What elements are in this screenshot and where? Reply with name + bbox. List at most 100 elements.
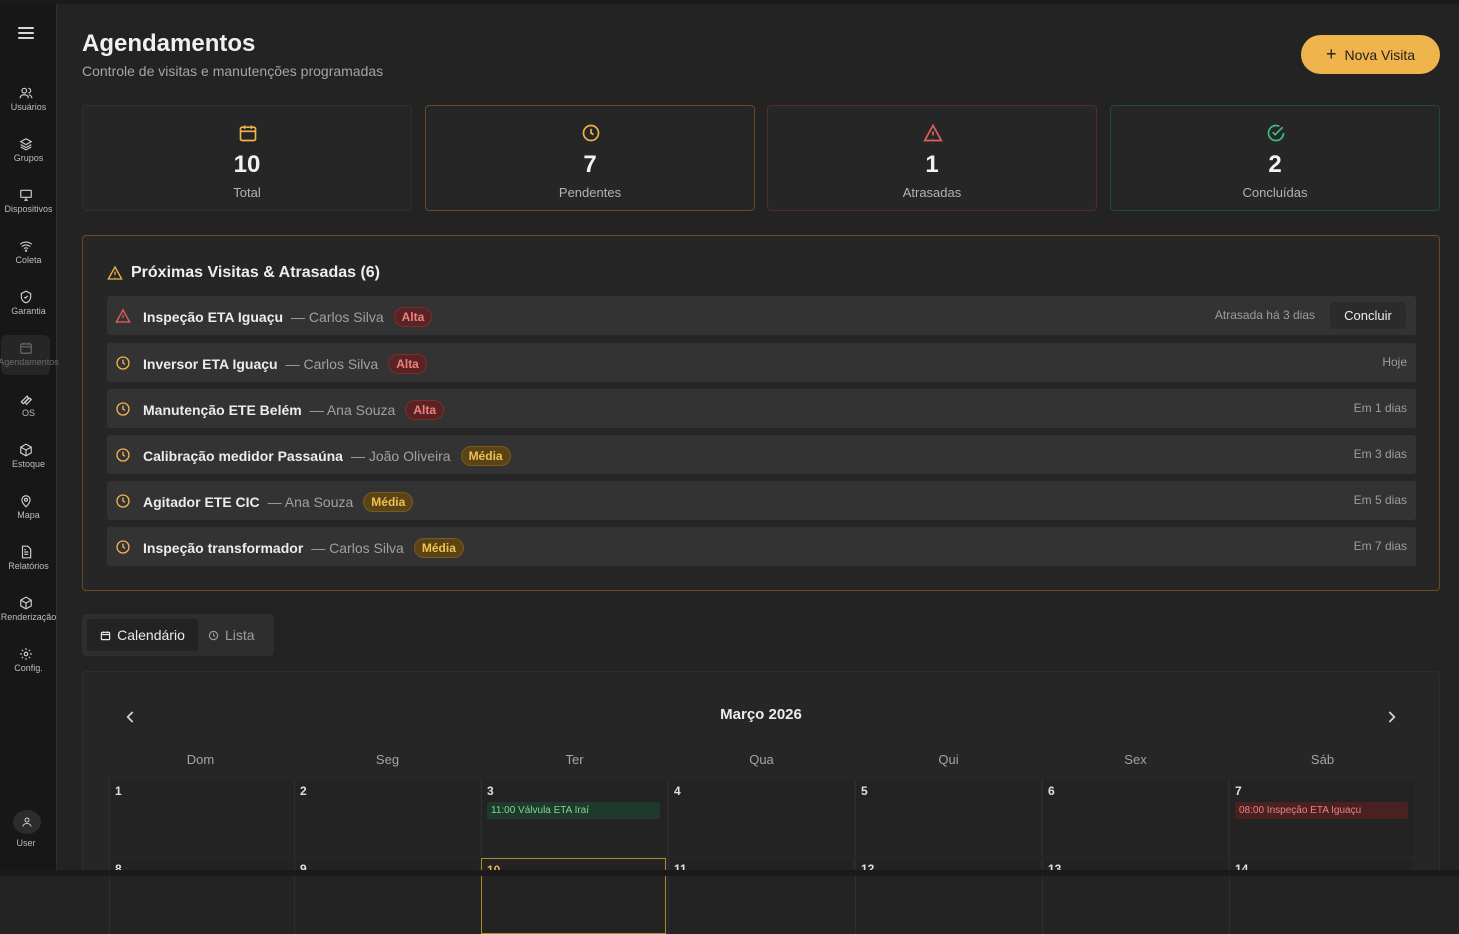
sidebar-item-config[interactable]: Config. [0,641,57,692]
clock-icon [208,630,219,640]
stat-value: 2 [1268,151,1282,178]
calendar-event[interactable]: 08:00 Inspeção ETA Iguaçu [1235,802,1408,819]
panel-title: Próximas Visitas & Atrasadas (6) [131,264,381,281]
weekday-header: Sex [1124,752,1147,767]
stat-label: Concluídas [1242,185,1308,200]
new-visit-label: Nova Visita [1344,46,1416,63]
sidebar-item-usuarios[interactable]: Usuários [0,80,57,131]
warning-icon [923,123,943,142]
day-number: 2 [300,784,307,798]
tab-calendar[interactable]: Calendário [87,619,198,651]
visit-technician: — Carlos Silva [311,540,404,556]
sidebar-item-label: OS [21,408,35,418]
clock-icon [116,402,130,416]
new-visit-button[interactable]: + Nova Visita [1301,35,1440,74]
monitor-icon [20,189,32,201]
day-number: 8 [115,862,122,876]
calendar-day[interactable]: 6 [1042,780,1227,856]
visit-name-line: Inspeção transformador — Carlos Silva Médi… [143,538,464,558]
visit-name: Inspeção transformador [143,540,304,556]
visit-due: Em 5 dias [1353,493,1407,507]
clock-icon [116,356,130,370]
sidebar-item-os[interactable]: OS [0,386,57,437]
visit-due: Em 1 dias [1353,401,1407,415]
tab-list[interactable]: Lista [208,619,268,651]
window-bottom-border [0,870,1459,876]
stat-label: Pendentes [558,185,622,200]
clock-icon [116,494,130,508]
clock-icon [582,124,600,142]
sidebar-item-label: Grupos [13,153,44,163]
sidebar-item-label: Agendamentos [0,357,59,367]
visit-due: Em 3 dias [1353,447,1407,461]
stat-label: Atrasadas [902,185,962,200]
stat-label: Total [233,185,261,200]
visit-name: Agitador ETE CIC [143,494,260,510]
sidebar-item-relatorios[interactable]: Relatórios [0,539,57,590]
sidebar-item-grupos[interactable]: Grupos [0,131,57,182]
weekday-header: Ter [565,752,584,767]
wrench-icon [20,395,33,406]
visit-row[interactable]: Inversor ETA Iguaçu — Carlos Silva Alta Ho… [107,343,1416,382]
calendar-day[interactable]: 2 [294,780,479,856]
sidebar-item-label: Garantia [11,306,46,316]
warning-icon [115,308,131,323]
weekday-header: Dom [186,752,215,767]
active-highlight [1,335,50,375]
sidebar-item-estoque[interactable]: Estoque [0,437,57,488]
visit-row[interactable]: Inspeção ETA Iguaçu — Carlos Silva Alta At… [107,296,1416,335]
weekday-header: Sáb [1310,752,1335,767]
calendar-day[interactable]: 1 [109,780,294,856]
clock-icon [116,540,130,554]
calendar-day[interactable]: 4 [668,780,853,856]
visit-row[interactable]: Manutenção ETE Belém — Ana Souza Alta Em 1… [107,389,1416,428]
stat-card-pendentes[interactable]: 7 Pendentes [425,105,755,211]
sidebar-item-label: Relatórios [8,561,49,571]
page-title: Agendamentos [82,30,256,57]
gear-icon [20,648,32,660]
stat-card-total: 10 Total [82,105,412,211]
visit-name: Inversor ETA Iguaçu [143,356,278,372]
sidebar: Usuários Grupos Dispositivos Coleta Gara… [0,4,59,876]
sidebar-item-coleta[interactable]: Coleta [0,233,57,284]
visit-due: Atrasada há 3 dias [1214,308,1315,322]
visit-row[interactable]: Calibração medidor Passaúna — João Olivei… [107,435,1416,474]
chevron-left-icon[interactable] [121,707,141,727]
sidebar-item-label: Dispositivos [4,204,53,214]
users-icon [19,87,33,99]
visit-row[interactable]: Agitador ETE CIC — Ana Souza Média Em 5 di… [107,481,1416,520]
calendar-icon [20,342,32,354]
day-number: 7 [1235,784,1242,798]
stat-card-atrasadas[interactable]: 1 Atrasadas [767,105,1097,211]
visit-name: Calibração medidor Passaúna [143,448,343,464]
avatar[interactable] [13,810,41,834]
visit-row[interactable]: Inspeção transformador — Carlos Silva Médi… [107,527,1416,566]
weekday-header: Seg [375,752,400,767]
calendar-day[interactable]: 7 08:00 Inspeção ETA Iguaçu [1229,780,1414,856]
sidebar-item-mapa[interactable]: Mapa [0,488,57,539]
visit-name-line: Agitador ETE CIC — Ana Souza Média [143,492,414,512]
visit-due: Hoje [1382,355,1407,369]
visit-technician: — João Oliveira [350,448,451,464]
stat-value: 1 [925,151,939,178]
menu-icon[interactable] [16,24,36,40]
calendar-day[interactable]: 3 11:00 Válvula ETA Iraí [481,780,666,856]
box-icon [20,443,32,457]
calendar-day[interactable]: 5 [855,780,1040,856]
calendar-event[interactable]: 11:00 Válvula ETA Iraí [487,802,660,819]
sidebar-item-agendamentos[interactable]: Agendamentos [0,335,59,386]
priority-badge: Alta [388,354,427,374]
visit-technician: — Ana Souza [267,494,354,510]
sidebar-item-garantia[interactable]: Garantia [0,284,57,335]
sidebar-item-dispositivos[interactable]: Dispositivos [0,182,57,233]
user-label: User [16,838,36,848]
page-subtitle: Controle de visitas e manutenções progra… [82,63,384,79]
shield-check-icon [20,290,32,304]
stat-card-concluidas[interactable]: 2 Concluídas [1110,105,1440,211]
plus-icon: + [1325,43,1337,64]
day-number: 5 [861,784,868,798]
visit-name-line: Calibração medidor Passaúna — João Olivei… [143,446,511,466]
chevron-right-icon[interactable] [1381,707,1401,727]
sidebar-item-renderizacao[interactable]: Renderização [0,590,57,641]
conclude-button[interactable]: Concluir [1330,302,1406,329]
